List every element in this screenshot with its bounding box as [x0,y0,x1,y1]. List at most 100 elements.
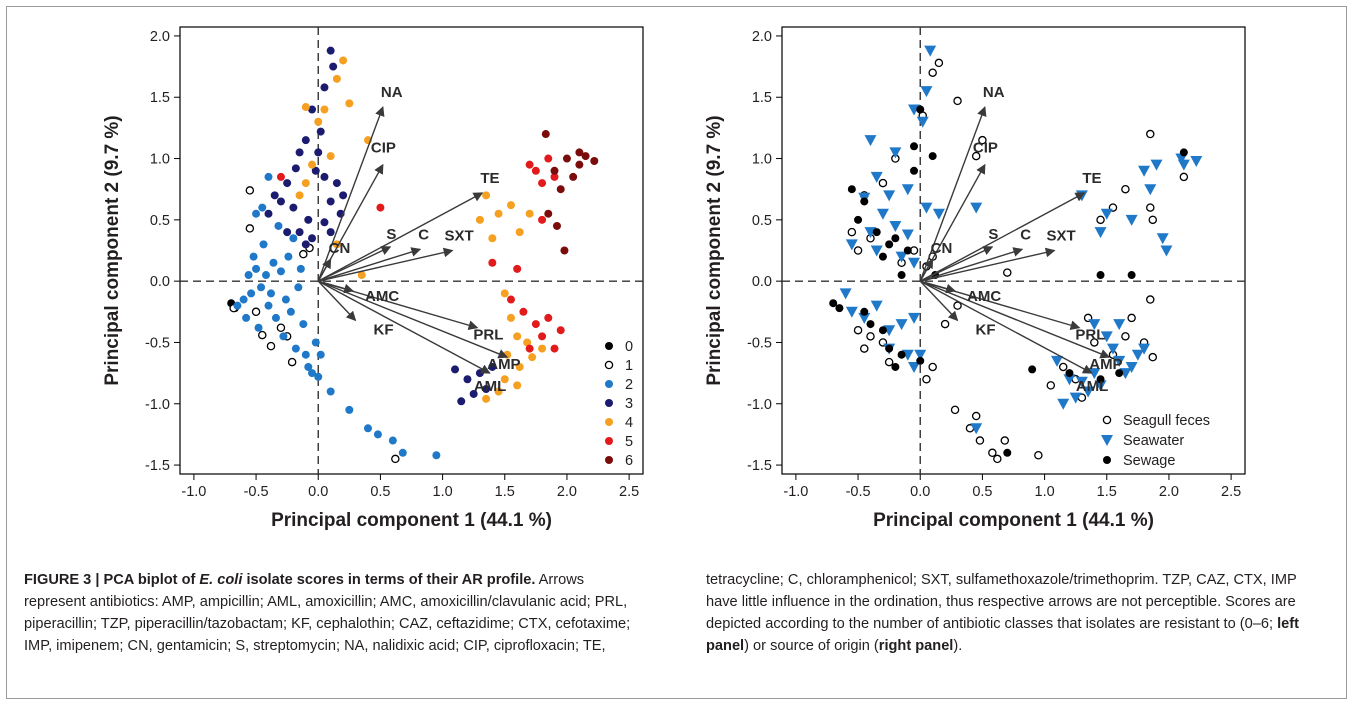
data-point [314,372,323,381]
data-point [847,227,857,237]
arrow-s [317,246,392,282]
data-point [1051,355,1064,367]
data-point [308,105,317,114]
data-point [552,221,561,230]
data-point [1131,349,1144,361]
data-point [451,365,460,374]
caption-title-rest: isolate scores in terms of their AR prof… [242,572,536,588]
data-point [575,148,584,157]
y-tick-label: 1.0 [752,152,772,168]
data-point [258,203,267,212]
data-point [276,267,285,276]
x-tick-label: 0.0 [910,484,930,500]
data-point [339,56,348,65]
data-point [920,86,933,98]
data-point [308,160,317,169]
data-point [345,99,354,108]
data-point [286,307,295,316]
data-point [914,349,927,361]
data-point [550,172,559,181]
data-point [525,344,534,353]
legend-label: Sewage [1123,453,1175,469]
data-point [252,264,261,273]
y-tick-label: 2.0 [150,29,170,45]
data-point [581,152,590,161]
data-point [1160,245,1173,257]
data-point [276,323,286,332]
arrow-s [919,246,994,282]
data-point [1069,392,1082,404]
caption-right-panel: right panel [878,638,954,654]
data-point [271,313,280,322]
arrow-label: CIP [973,140,998,157]
data-point [908,312,921,324]
data-point [889,147,902,159]
data-point [332,240,341,249]
data-point [870,300,883,312]
y-tick-label: -1.0 [747,397,772,413]
data-point [482,394,491,403]
data-point [988,448,997,458]
arrow-label: AMP [487,356,520,373]
data-point [301,179,310,188]
x-tick-label: -0.5 [846,484,871,500]
data-point [326,197,335,206]
data-point [500,289,509,298]
arrow-label: PRL [473,327,503,344]
y-tick-label: -1.5 [145,458,170,474]
data-point [1179,172,1189,182]
data-point [544,313,553,322]
arrow-c [318,247,422,282]
data-point [971,411,981,421]
data-point [1046,381,1056,390]
legend-label: 4 [625,415,633,431]
arrow-amp [919,280,1111,359]
caption-figure-label: FIGURE 3 | PCA biplot of [24,572,200,588]
y-tick-label: 0.0 [150,274,170,290]
data-point [928,152,937,161]
data-point [314,117,323,126]
data-point [339,191,348,200]
data-point [845,306,858,318]
data-point [878,178,888,188]
data-point [291,164,300,173]
data-point [1127,313,1136,323]
legend-marker [605,399,613,407]
arrow-cn [317,258,332,282]
chart-panel-right: -1.0 -0.5 0.0 0.5 1.0 1.5 2.0 2.5 -1.5 -1.0 -0.5 0.… [704,26,1246,531]
arrow-label: S [386,226,396,243]
data-point [264,172,273,181]
data-point [860,197,869,206]
data-point [506,313,515,322]
data-point [1094,380,1107,392]
data-point [326,387,335,396]
arrow-label: TE [480,170,499,187]
data-point [538,332,547,341]
y-tick-label: 0.5 [752,213,772,229]
data-point [1113,355,1126,367]
data-point [1028,365,1037,374]
data-point [525,160,534,169]
data-point [279,332,288,341]
data-point [876,208,889,220]
data-point [569,172,578,181]
data-point [1090,338,1099,347]
data-point [872,228,881,237]
data-point [316,350,325,359]
data-point [513,381,522,390]
arrow-na [919,106,987,282]
data-point [538,215,547,224]
arrow-label: SXT [445,228,474,245]
data-point [283,228,292,237]
arrow-te [919,192,1086,282]
data-point [1063,374,1076,386]
data-point [1138,343,1151,355]
data-point [475,215,484,224]
data-point [1146,129,1155,139]
legend-label: 0 [625,339,633,355]
data-point [854,215,863,224]
arrow-label: AMC [967,288,1001,305]
legend-marker [605,456,613,464]
data-point [870,245,883,257]
data-point [970,423,983,435]
